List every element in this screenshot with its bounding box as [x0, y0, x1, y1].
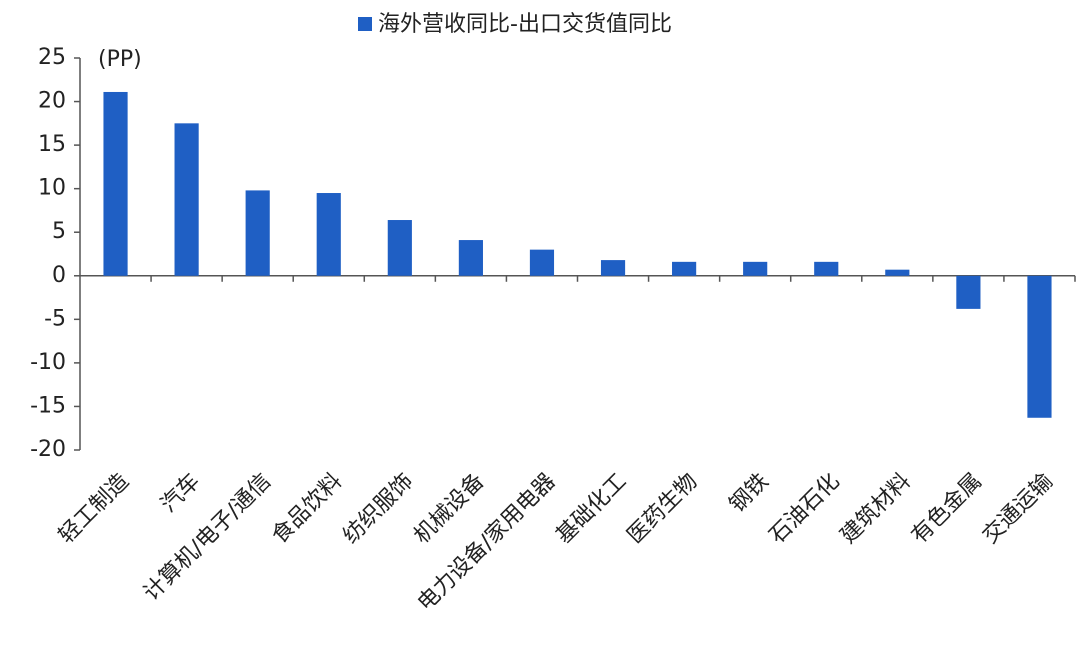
y-tick-label: -5 — [44, 306, 66, 331]
y-tick-label: -20 — [30, 437, 66, 462]
x-tick-label: 石油石化 — [765, 469, 845, 549]
bar — [600, 260, 626, 276]
x-tick-label: 有色金属 — [907, 469, 987, 549]
y-tick-label: -10 — [30, 350, 66, 375]
y-tick-label: 0 — [52, 263, 66, 288]
bar — [672, 261, 697, 276]
x-tick-label: 交通运输 — [978, 469, 1058, 549]
x-tick-label: 医药生物 — [623, 469, 703, 549]
bar — [103, 91, 128, 276]
y-axis-label: (PP) — [98, 47, 142, 72]
x-tick-label: 计算机/电子/通信 — [139, 469, 276, 606]
y-tick-label: 25 — [38, 45, 66, 70]
y-tick-label: -15 — [30, 393, 66, 418]
bar — [458, 240, 483, 276]
y-tick-label: 10 — [38, 176, 66, 201]
bar — [1027, 275, 1052, 418]
x-tick-label: 食品饮料 — [267, 469, 347, 549]
y-tick-label: 20 — [38, 89, 66, 114]
y-tick-label: 15 — [38, 132, 66, 157]
bar — [956, 275, 981, 309]
bar — [387, 220, 412, 276]
x-tick-label: 钢铁 — [725, 469, 774, 518]
bar — [174, 123, 199, 276]
x-tick-label: 纺织服饰 — [338, 469, 418, 549]
x-tick-label: 基础化工 — [552, 469, 632, 549]
x-tick-label: 建筑材料 — [836, 469, 916, 549]
bar — [885, 269, 910, 276]
bar — [529, 249, 555, 276]
bar — [743, 261, 768, 276]
x-tick-label: 电力设备/家用电器 — [413, 469, 560, 616]
legend-swatch — [358, 17, 372, 31]
bar — [814, 261, 839, 276]
bar — [316, 193, 341, 276]
x-tick-label: 轻工制造 — [54, 469, 134, 549]
x-tick-label: 汽车 — [156, 469, 205, 518]
bar — [245, 190, 270, 276]
legend-label: 海外营收同比-出口交货值同比 — [378, 12, 672, 37]
y-tick-label: 5 — [52, 219, 66, 244]
